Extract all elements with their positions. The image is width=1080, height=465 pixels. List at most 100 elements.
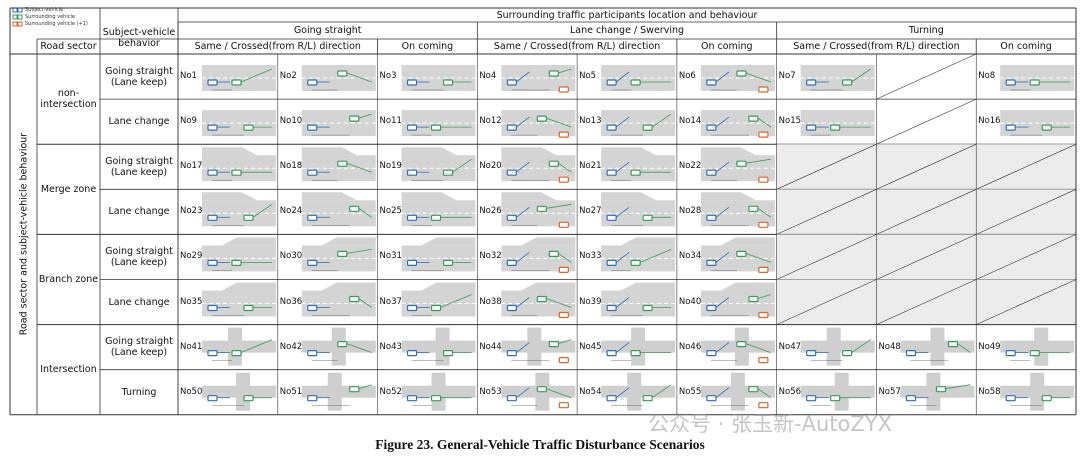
ramp [202, 192, 257, 201]
vehicle [630, 350, 641, 357]
scenario-id: No29 [180, 251, 203, 262]
vehicle [905, 350, 917, 357]
vehicle [506, 214, 517, 221]
vehicle [548, 341, 559, 348]
path-arrow [516, 161, 530, 173]
scenario-id: No56 [778, 386, 802, 397]
vehicle [1041, 395, 1052, 402]
vehicle [307, 395, 318, 402]
legend-label: Surrounding vehicle [25, 13, 75, 20]
scenario-id: No58 [978, 386, 1001, 397]
path-arrow [558, 162, 572, 173]
path-arrow [715, 116, 730, 128]
ramp [301, 147, 357, 156]
vehicle [536, 386, 547, 393]
vehicle [430, 214, 442, 221]
ramp [301, 192, 357, 201]
scenario-id: No20 [479, 161, 502, 172]
ramp [601, 192, 657, 201]
scenario-id: No12 [479, 116, 502, 127]
path-arrow [546, 203, 572, 209]
scenario-id: No6 [678, 71, 696, 82]
vehicle [736, 250, 747, 257]
vehicle [1005, 350, 1016, 357]
vehicle [1041, 124, 1052, 131]
road [834, 372, 849, 411]
scenario-id: No28 [678, 206, 702, 217]
legend-swatch [17, 14, 23, 20]
scenario-id: No42 [279, 341, 303, 352]
ramp [621, 237, 676, 246]
road-sector: Intersection [40, 364, 97, 376]
vehicle [947, 341, 959, 348]
scenario-id: No43 [379, 341, 402, 352]
path-arrow [516, 206, 530, 218]
vehicle [758, 402, 769, 409]
behavior: Going straight (Lane keep) [105, 65, 173, 88]
road-sector: Merge zone [40, 183, 97, 195]
path-arrow [346, 343, 372, 353]
path-arrow [346, 249, 372, 254]
path-arrow [252, 203, 273, 218]
vehicle [830, 395, 841, 402]
vehicle [231, 350, 242, 357]
vehicle [207, 124, 218, 131]
ramp [222, 237, 276, 246]
scenario-id: No9 [180, 116, 197, 127]
vehicle [558, 357, 569, 364]
vehicle [830, 124, 841, 131]
vehicle [548, 160, 559, 167]
blank-diagonal [876, 279, 977, 325]
vehicle [243, 304, 254, 312]
path-arrow [516, 387, 530, 399]
path-arrow [358, 384, 372, 390]
scenario-id: No8 [978, 71, 996, 82]
vehicle [442, 169, 454, 176]
path-arrow [851, 339, 871, 353]
path-arrow [516, 71, 530, 83]
path-arrow [851, 68, 871, 83]
scenario-id: No21 [579, 161, 602, 172]
vehicle [558, 131, 569, 138]
legend-label: Surrounding vehicle (+1) [25, 20, 88, 27]
vehicle [842, 79, 853, 86]
path-arrow [757, 207, 772, 218]
scenario-id: No36 [279, 296, 303, 307]
scenario-id: No27 [579, 206, 602, 217]
vehicle [630, 259, 641, 266]
path-arrow [240, 339, 273, 353]
vehicle [642, 214, 653, 221]
vehicle [758, 86, 769, 93]
road [1034, 327, 1049, 366]
scenario-id: No17 [180, 161, 203, 172]
scenario-id: No46 [678, 341, 702, 352]
vehicle [748, 295, 759, 303]
vehicle [207, 395, 218, 402]
ramp [720, 237, 775, 246]
path-arrow [715, 206, 730, 218]
side-label: Road sector and subject-vehicle behaviou… [18, 133, 30, 336]
vehicle [506, 124, 517, 131]
vehicle [207, 259, 218, 266]
vehicle [642, 124, 653, 131]
path-arrow [757, 388, 772, 399]
vehicle [706, 214, 717, 221]
sub-header: Same / Crossed(from R/L) direction [194, 41, 361, 52]
vehicle [642, 304, 653, 312]
vehicle [430, 124, 442, 131]
vehicle [706, 259, 717, 266]
vehicle [430, 304, 442, 312]
caption: Figure 23. General-Vehicle Traffic Distu… [375, 436, 705, 452]
vehicle [536, 295, 547, 303]
scenario-id: No14 [678, 116, 702, 127]
blank-diagonal [876, 234, 977, 280]
scenario-id: No38 [479, 296, 502, 307]
road-sector-header: Road sector [40, 41, 97, 52]
path-arrow [615, 252, 630, 263]
scenario-id: No10 [279, 116, 303, 127]
vehicle [506, 169, 517, 176]
scenario-id: No41 [180, 341, 203, 352]
ramp [222, 282, 276, 291]
scenario-id: No33 [579, 251, 602, 262]
